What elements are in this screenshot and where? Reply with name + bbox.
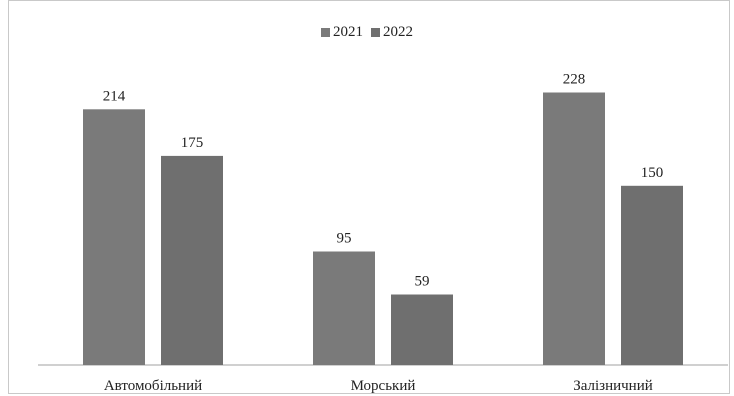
data-label-2021-0: 214 xyxy=(103,88,126,104)
legend-swatch-2022 xyxy=(371,28,380,37)
data-label-2022-2: 150 xyxy=(641,165,664,181)
data-label-2022-0: 175 xyxy=(181,135,204,151)
data-label-2021-1: 95 xyxy=(337,231,352,247)
bar-2022-1 xyxy=(391,294,453,365)
category-label-2: Залізничний xyxy=(573,378,653,394)
bar-2021-1 xyxy=(313,251,375,365)
legend: 2021 2022 xyxy=(0,24,734,41)
legend-item-2022: 2022 xyxy=(371,24,413,41)
legend-label-2021: 2021 xyxy=(333,24,363,40)
data-label-2022-1: 59 xyxy=(415,274,430,290)
bar-2021-2 xyxy=(543,92,605,365)
bar-2022-0 xyxy=(161,155,223,365)
legend-label-2022: 2022 xyxy=(383,24,413,40)
legend-item-2021: 2021 xyxy=(321,24,363,41)
bar-2022-2 xyxy=(621,185,683,366)
bar-2021-0 xyxy=(83,109,145,365)
legend-swatch-2021 xyxy=(321,28,330,37)
category-label-1: Морський xyxy=(351,378,416,394)
data-label-2021-2: 228 xyxy=(563,72,586,88)
category-label-0: Автомобільний xyxy=(104,378,202,394)
